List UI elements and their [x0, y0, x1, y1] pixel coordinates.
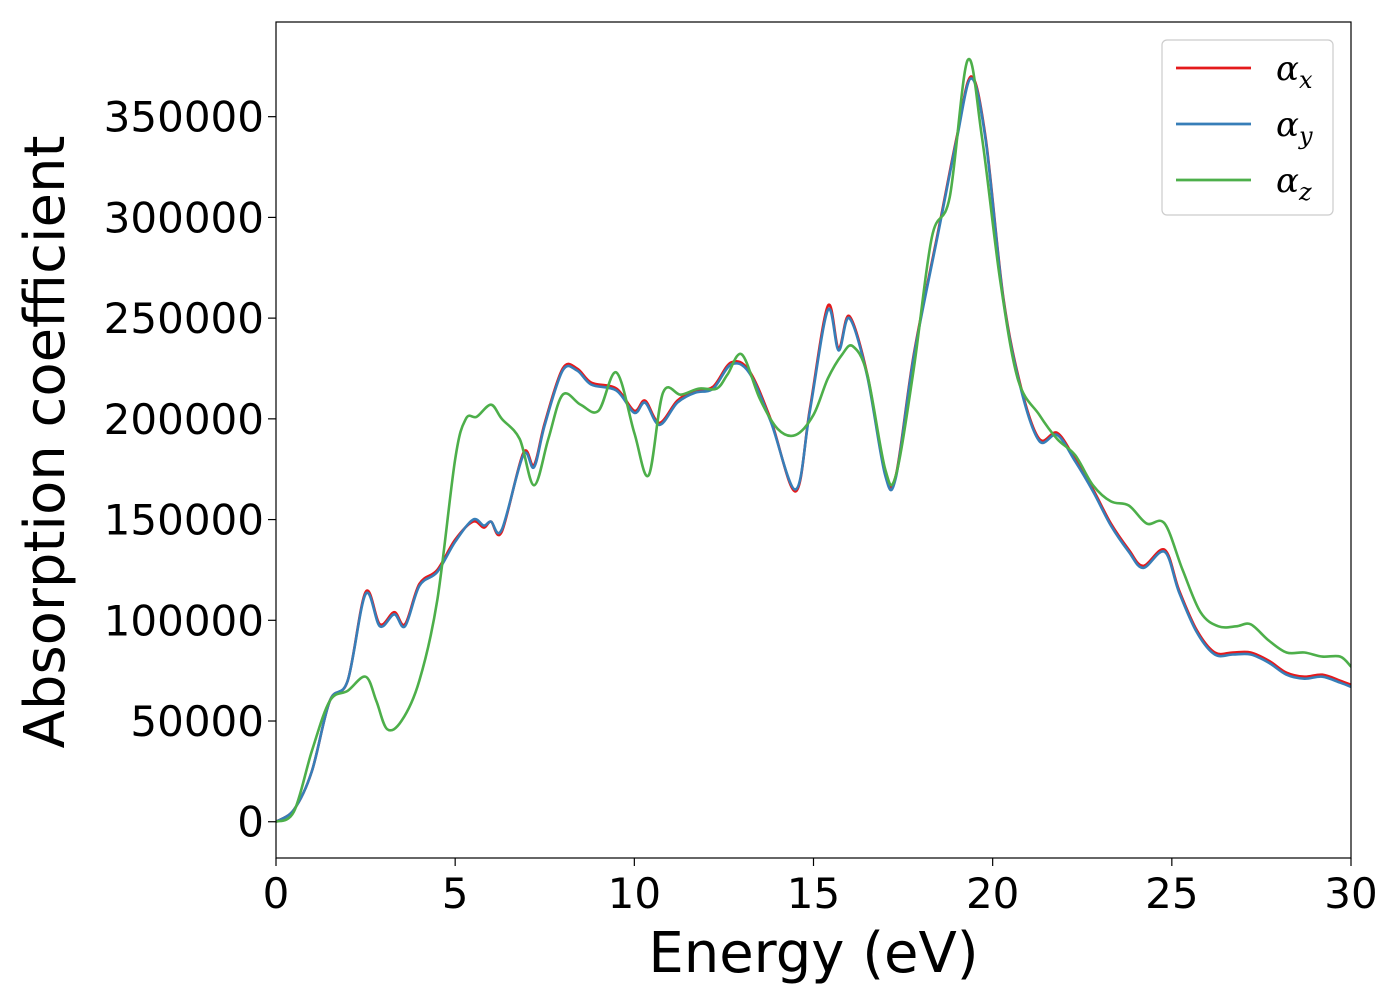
legend-label-alpha-y: αy — [1276, 105, 1313, 150]
y-tick-label: 150000 — [104, 496, 264, 545]
y-tick-label: 100000 — [104, 596, 264, 645]
x-tick-label: 10 — [608, 869, 661, 918]
series-layer — [276, 57, 1351, 823]
x-tick-label: 20 — [966, 869, 1019, 918]
x-tick-label: 5 — [442, 869, 469, 918]
y-tick-label: 0 — [237, 798, 264, 847]
x-tick-label: 25 — [1145, 869, 1198, 918]
legend: αx αy αz — [1161, 39, 1334, 216]
legend-label-alpha-x: αx — [1276, 49, 1313, 94]
x-axis: 0 5 10 15 20 25 30 — [263, 858, 1378, 918]
legend-box — [1161, 39, 1334, 216]
series-line-alpha-y — [276, 77, 1351, 823]
x-axis-label: Energy (eV) — [648, 921, 978, 986]
x-tick-label: 15 — [787, 869, 840, 918]
y-tick-label: 200000 — [104, 395, 264, 444]
y-axis-label: Absorption coefficient — [13, 136, 78, 749]
y-tick-label: 50000 — [130, 697, 264, 746]
x-tick-label: 0 — [263, 869, 290, 918]
y-tick-label: 250000 — [104, 294, 264, 343]
y-axis: 0 50000 100000 150000 200000 250000 300000 3500… — [104, 93, 276, 847]
legend-label-alpha-z: αz — [1276, 161, 1312, 206]
y-tick-label: 300000 — [104, 193, 264, 242]
y-tick-label: 350000 — [104, 93, 264, 142]
x-tick-label: 30 — [1324, 869, 1377, 918]
series-line-alpha-z — [276, 57, 1351, 823]
